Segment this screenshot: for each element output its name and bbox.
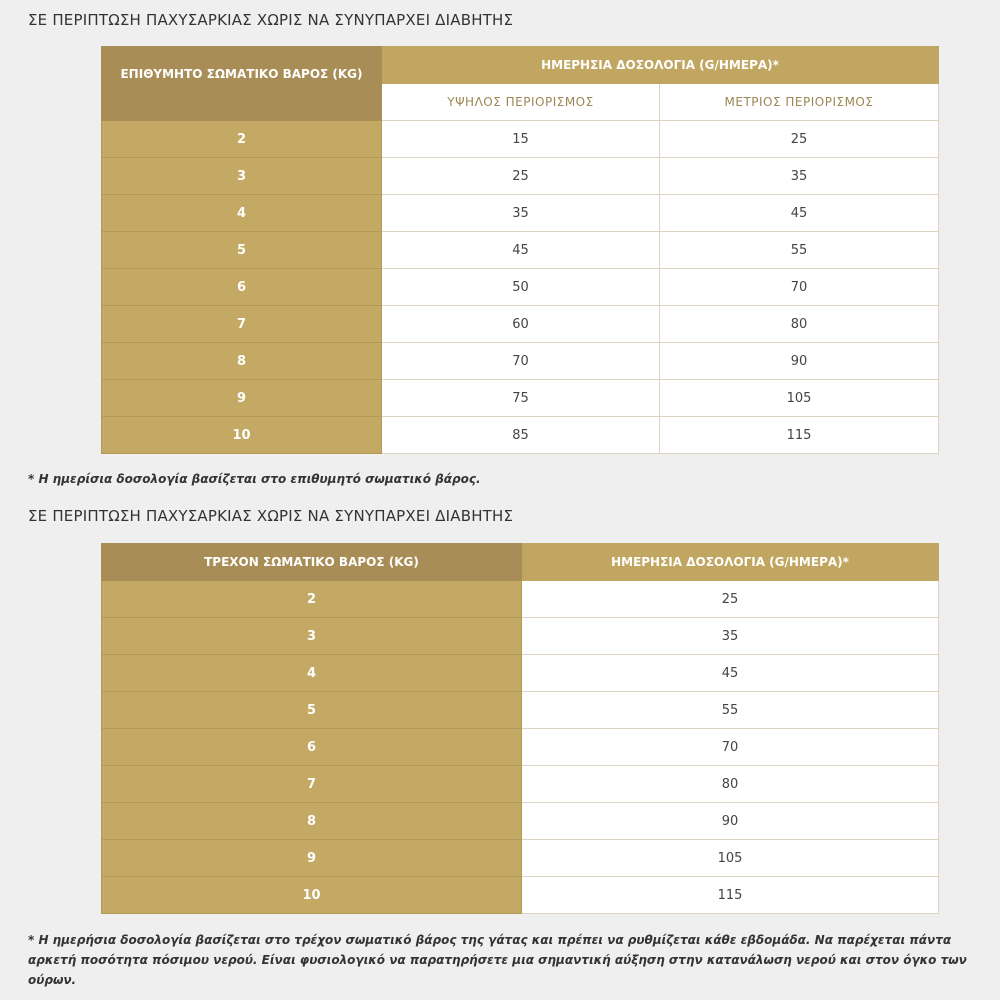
dosage-cell: 25 — [521, 580, 939, 618]
weight-cell: 5 — [101, 691, 522, 729]
weight-cell: 2 — [101, 580, 522, 618]
footnote: * Η ημερήσια δοσολογία βασίζεται στο τρέ… — [28, 933, 967, 987]
table-row: 2 15 25 — [101, 120, 939, 158]
table-row: 8 70 90 — [101, 342, 939, 380]
dosage-cell: 35 — [381, 194, 660, 232]
dosage-cell: 90 — [659, 342, 939, 380]
subheader-cell: ΥΨΗΛΟΣ ΠΕΡΙΟΡΙΣΜΟΣ — [381, 83, 660, 121]
dosage-cell: 70 — [381, 342, 660, 380]
weight-cell: 7 — [101, 305, 382, 343]
dosage-cell: 60 — [381, 305, 660, 343]
weight-cell: 6 — [101, 728, 522, 766]
dosage-cell: 15 — [381, 120, 660, 158]
dosage-cell: 50 — [381, 268, 660, 306]
dosage-table: ΕΠΙΘΥΜΗΤΟ ΣΩΜΑΤΙΚΟ ΒΑΡΟΣ (KG) ΗΜΕΡΗΣΙΑ Δ… — [101, 46, 939, 454]
dosage-cell: 35 — [521, 617, 939, 655]
weight-cell: 4 — [101, 194, 382, 232]
dosage-cell: 115 — [659, 416, 939, 454]
table-row: 7 60 80 — [101, 305, 939, 343]
table-row: 7 80 — [101, 765, 939, 803]
weight-cell: 8 — [101, 802, 522, 840]
header-cell: ΗΜΕΡΗΣΙΑ ΔΟΣΟΛΟΓΙΑ (G/ΗΜΕΡΑ)* — [381, 46, 939, 84]
weight-cell: 3 — [101, 617, 522, 655]
dosage-cell: 55 — [659, 231, 939, 269]
table-body: 2 15 25 3 25 35 4 35 45 5 45 55 6 50 70 7 60 80 8 70 90 9 75 10… — [101, 120, 939, 454]
weight-cell: 10 — [101, 876, 522, 914]
table-row: 10 115 — [101, 876, 939, 914]
header-cell: ΗΜΕΡΗΣΙΑ ΔΟΣΟΛΟΓΙΑ (G/ΗΜΕΡΑ)* — [521, 543, 939, 581]
dosage-cell: 45 — [659, 194, 939, 232]
table-row: 10 85 115 — [101, 416, 939, 454]
dosage-cell: 25 — [659, 120, 939, 158]
table-row: 4 35 45 — [101, 194, 939, 232]
weight-cell: 4 — [101, 654, 522, 692]
weight-cell: 3 — [101, 157, 382, 195]
dosage-cell: 115 — [521, 876, 939, 914]
dosage-cell: 55 — [521, 691, 939, 729]
dosage-cell: 75 — [381, 379, 660, 417]
table-row: 9 75 105 — [101, 379, 939, 417]
section-heading: ΣΕ ΠΕΡΙΠΤΩΣΗ ΠΑΧΥΣΑΡΚΙΑΣ ΧΩΡΙΣ ΝΑ ΣΥΝΥΠΑ… — [28, 507, 514, 525]
dosage-cell: 45 — [381, 231, 660, 269]
header-cell: ΤΡΕΧΟΝ ΣΩΜΑΤΙΚΟ ΒΑΡΟΣ (KG) — [101, 543, 522, 581]
table-row: 8 90 — [101, 802, 939, 840]
dosage-cell: 90 — [521, 802, 939, 840]
dosage-cell: 35 — [659, 157, 939, 195]
table-row: 9 105 — [101, 839, 939, 877]
dosage-cell: 70 — [521, 728, 939, 766]
weight-cell: 10 — [101, 416, 382, 454]
table-row: 3 25 35 — [101, 157, 939, 195]
weight-cell: 9 — [101, 379, 382, 417]
footnote: * Η ημερίσια δοσολογία βασίζεται στο επι… — [28, 472, 481, 486]
table-row: 5 55 — [101, 691, 939, 729]
weight-cell: 5 — [101, 231, 382, 269]
weight-cell: 2 — [101, 120, 382, 158]
dosage-cell: 45 — [521, 654, 939, 692]
table-row: 2 25 — [101, 580, 939, 618]
dosage-cell: 85 — [381, 416, 660, 454]
dosage-cell: 80 — [659, 305, 939, 343]
table-row: 5 45 55 — [101, 231, 939, 269]
dosage-cell: 80 — [521, 765, 939, 803]
header-cell: ΕΠΙΘΥΜΗΤΟ ΣΩΜΑΤΙΚΟ ΒΑΡΟΣ (KG) — [101, 46, 382, 121]
dosage-cell: 25 — [381, 157, 660, 195]
weight-cell: 8 — [101, 342, 382, 380]
dosage-table: ΤΡΕΧΟΝ ΣΩΜΑΤΙΚΟ ΒΑΡΟΣ (KG) ΗΜΕΡΗΣΙΑ ΔΟΣΟ… — [101, 543, 939, 914]
dosage-cell: 70 — [659, 268, 939, 306]
dosage-cell: 105 — [659, 379, 939, 417]
section-heading: ΣΕ ΠΕΡΙΠΤΩΣΗ ΠΑΧΥΣΑΡΚΙΑΣ ΧΩΡΙΣ ΝΑ ΣΥΝΥΠΑ… — [28, 11, 514, 29]
weight-cell: 6 — [101, 268, 382, 306]
weight-cell: 7 — [101, 765, 522, 803]
subheader-cell: ΜΕΤΡΙΟΣ ΠΕΡΙΟΡΙΣΜΟΣ — [659, 83, 939, 121]
table-row: 3 35 — [101, 617, 939, 655]
dosage-cell: 105 — [521, 839, 939, 877]
table-row: 4 45 — [101, 654, 939, 692]
table-row: 6 70 — [101, 728, 939, 766]
weight-cell: 9 — [101, 839, 522, 877]
table-row: 6 50 70 — [101, 268, 939, 306]
table-body: 2 25 3 35 4 45 5 55 6 70 7 80 8 90 9 105 10 115 — [101, 580, 939, 914]
